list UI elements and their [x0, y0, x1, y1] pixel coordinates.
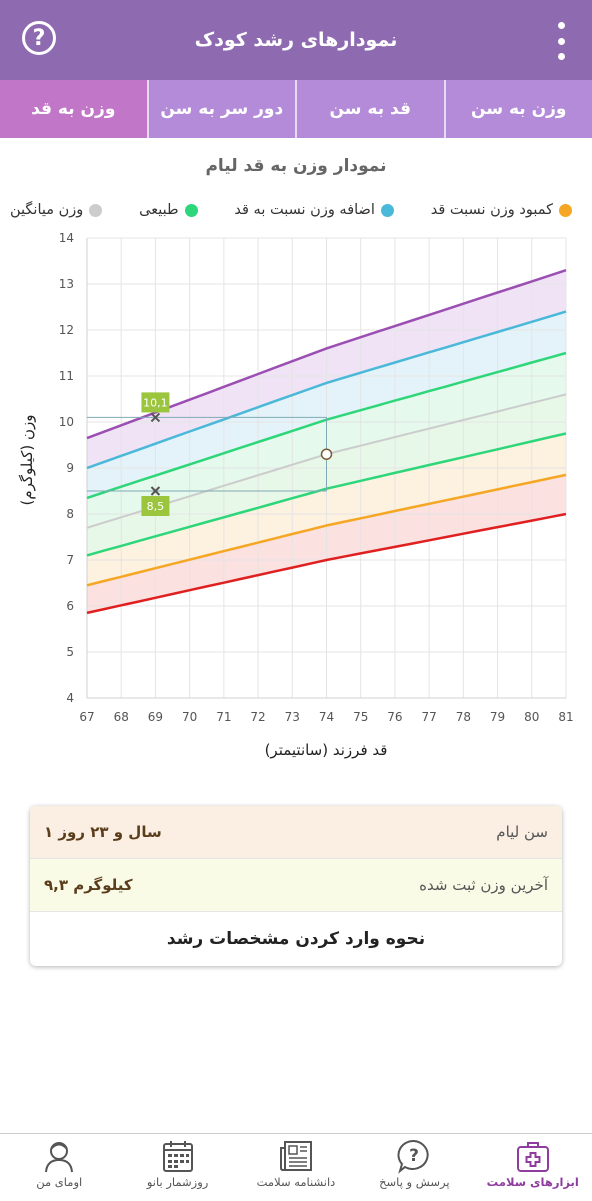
legend-item-underweight: کمبود وزن نسبت قد [431, 202, 572, 218]
legend-dot [559, 204, 572, 217]
x-tick-label: 67 [79, 710, 94, 724]
x-tick-label: 79 [490, 710, 505, 724]
user-icon [41, 1138, 77, 1174]
weight-row: آخرین وزن ثبت شده ۹,۳ کیلوگرم [30, 859, 562, 912]
y-tick-label: 5 [66, 645, 74, 659]
x-tick-label: 72 [250, 710, 265, 724]
y-tick-label: 7 [66, 553, 74, 567]
upper-marker-label: 10,1 [141, 392, 169, 412]
tab-head-circumference-for-age[interactable]: دور سر به سن [147, 80, 296, 138]
legend-label: طبیعی [139, 202, 178, 218]
question-bubble-icon: ? [396, 1138, 432, 1174]
nav-my-profile[interactable]: اومای من [0, 1134, 118, 1201]
tab-weight-for-height[interactable]: وزن به قد [0, 80, 147, 138]
legend-label: اضافه وزن نسبت به قد [234, 202, 375, 218]
x-tick-label: 74 [319, 710, 334, 724]
lower-marker-label: 8,5 [141, 496, 169, 516]
tab-height-for-age[interactable]: قد به سن [295, 80, 444, 138]
page-title: نمودارهای رشد کودک [0, 29, 592, 51]
calendar-icon [160, 1138, 196, 1174]
nav-label: اومای من [36, 1175, 82, 1189]
weight-value: ۹,۳ کیلوگرم [44, 876, 133, 894]
more-vert-icon[interactable] [556, 22, 566, 60]
legend-dot [89, 204, 102, 217]
tab-weight-for-age[interactable]: وزن به سن [444, 80, 592, 138]
medical-kit-icon [515, 1138, 551, 1174]
age-value: ۱ سال و ۲۳ روز [44, 823, 162, 841]
x-tick-label: 73 [285, 710, 300, 724]
x-tick-label: 81 [558, 710, 573, 724]
svg-text:?: ? [409, 1146, 419, 1166]
marker-label-text: 8,5 [147, 500, 165, 513]
chart-title: نمودار وزن به قد لیام [0, 156, 592, 176]
nav-label: دانشنامه سلامت [257, 1175, 336, 1189]
nav-label: ابزارهای سلامت [487, 1175, 579, 1189]
nav-calendar[interactable]: روزشمار بانو [118, 1134, 236, 1201]
newspaper-icon [278, 1138, 314, 1174]
y-tick-label: 12 [59, 323, 74, 337]
y-tick-label: 14 [59, 231, 74, 245]
nav-label: روزشمار بانو [147, 1175, 209, 1189]
nav-questions[interactable]: ? پرسش و پاسخ [355, 1134, 473, 1201]
child-measurement-point [322, 449, 332, 459]
x-tick-label: 70 [182, 710, 197, 724]
y-tick-label: 9 [66, 461, 74, 475]
y-tick-label: 6 [66, 599, 74, 613]
nav-label: پرسش و پاسخ [379, 1175, 449, 1189]
x-tick-label: 76 [387, 710, 402, 724]
y-axis-label: وزن (کیلوگرم) [18, 414, 36, 505]
x-tick-label: 78 [456, 710, 471, 724]
x-axis-label: قد فرزند (سانتیمتر) [265, 741, 388, 759]
x-tick-label: 71 [216, 710, 231, 724]
app-bar: ? نمودارهای رشد کودک [0, 0, 592, 80]
x-tick-label: 75 [353, 710, 368, 724]
chart-legend: کمبود وزن نسبت قد اضافه وزن نسبت به قد ط… [10, 202, 572, 218]
chart-tabs: وزن به قد دور سر به سن قد به سن وزن به س… [0, 80, 592, 138]
legend-dot [185, 204, 198, 217]
x-tick-label: 68 [114, 710, 129, 724]
y-tick-label: 8 [66, 507, 74, 521]
legend-dot [381, 204, 394, 217]
legend-item-average: وزن میانگین [10, 202, 102, 218]
howto-button[interactable]: نحوه وارد کردن مشخصات رشد [30, 912, 562, 965]
legend-item-overweight: اضافه وزن نسبت به قد [234, 202, 394, 218]
nav-encyclopedia[interactable]: دانشنامه سلامت [237, 1134, 355, 1201]
child-info-card: سن لیام ۱ سال و ۲۳ روز آخرین وزن ثبت شده… [30, 806, 562, 966]
marker-label-text: 10,1 [143, 396, 168, 409]
y-tick-label: 11 [59, 369, 74, 383]
legend-item-normal: طبیعی [139, 202, 197, 218]
age-row: سن لیام ۱ سال و ۲۳ روز [30, 806, 562, 859]
nav-health-tools[interactable]: ابزارهای سلامت [474, 1134, 592, 1201]
x-tick-label: 80 [524, 710, 539, 724]
legend-label: وزن میانگین [10, 202, 83, 218]
y-tick-label: 4 [66, 691, 74, 705]
y-tick-label: 10 [59, 415, 74, 429]
legend-label: کمبود وزن نسبت قد [431, 202, 553, 218]
x-tick-label: 69 [148, 710, 163, 724]
age-label: سن لیام [496, 823, 548, 841]
x-tick-label: 77 [422, 710, 437, 724]
y-tick-label: 13 [59, 277, 74, 291]
weight-label: آخرین وزن ثبت شده [419, 876, 548, 894]
howto-label: نحوه وارد کردن مشخصات رشد [167, 929, 425, 949]
bottom-navigation: اومای من روزشمار بانو دانشنامه سلامت ? پ… [0, 1133, 592, 1201]
